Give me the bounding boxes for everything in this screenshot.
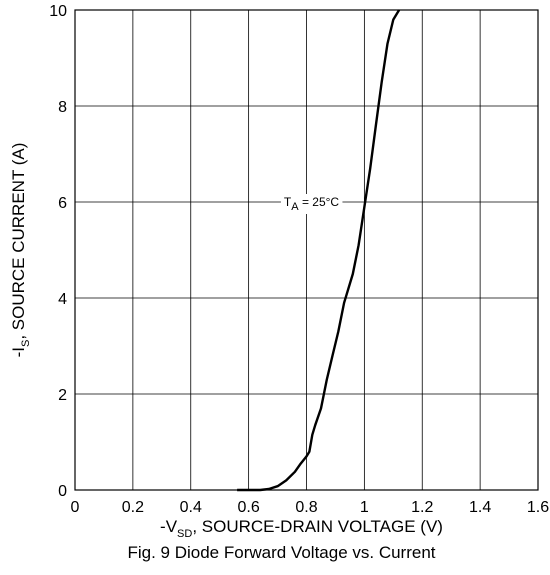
y-tick-label: 8	[58, 99, 67, 116]
x-tick-label: 0.8	[295, 499, 317, 516]
y-tick-label: 0	[58, 483, 67, 500]
x-tick-label: 0.6	[238, 499, 260, 516]
x-tick-label: 1	[360, 499, 369, 516]
plot-frame	[74, 9, 539, 491]
temperature-annotation: TA = 25°C	[284, 195, 340, 213]
y-tick-labels: 0 2 4 6 8 10	[49, 3, 67, 500]
y-axis-label: -IS, SOURCE CURRENT (A)	[9, 143, 32, 358]
x-tick-label: 0.2	[122, 499, 144, 516]
x-tick-label: 1.4	[469, 499, 491, 516]
x-axis-label: -VSD, SOURCE-DRAIN VOLTAGE (V)	[160, 517, 443, 540]
y-tick-label: 6	[58, 195, 67, 212]
series-line	[237, 9, 401, 492]
annotation-background	[280, 194, 343, 214]
grid-lines	[74, 9, 539, 491]
x-tick-label: 1.2	[411, 499, 433, 516]
y-tick-label: 2	[58, 387, 67, 404]
y-tick-label: 10	[49, 3, 67, 20]
x-tick-label: 0.4	[180, 499, 202, 516]
x-tick-label: 1.6	[527, 499, 549, 516]
y-tick-label: 4	[58, 291, 67, 308]
x-tick-labels: 0 0.2 0.4 0.6 0.8 1 1.2 1.4 1.6	[71, 499, 550, 516]
figure-caption: Fig. 9 Diode Forward Voltage vs. Current	[127, 543, 435, 562]
x-tick-label: 0	[71, 499, 80, 516]
